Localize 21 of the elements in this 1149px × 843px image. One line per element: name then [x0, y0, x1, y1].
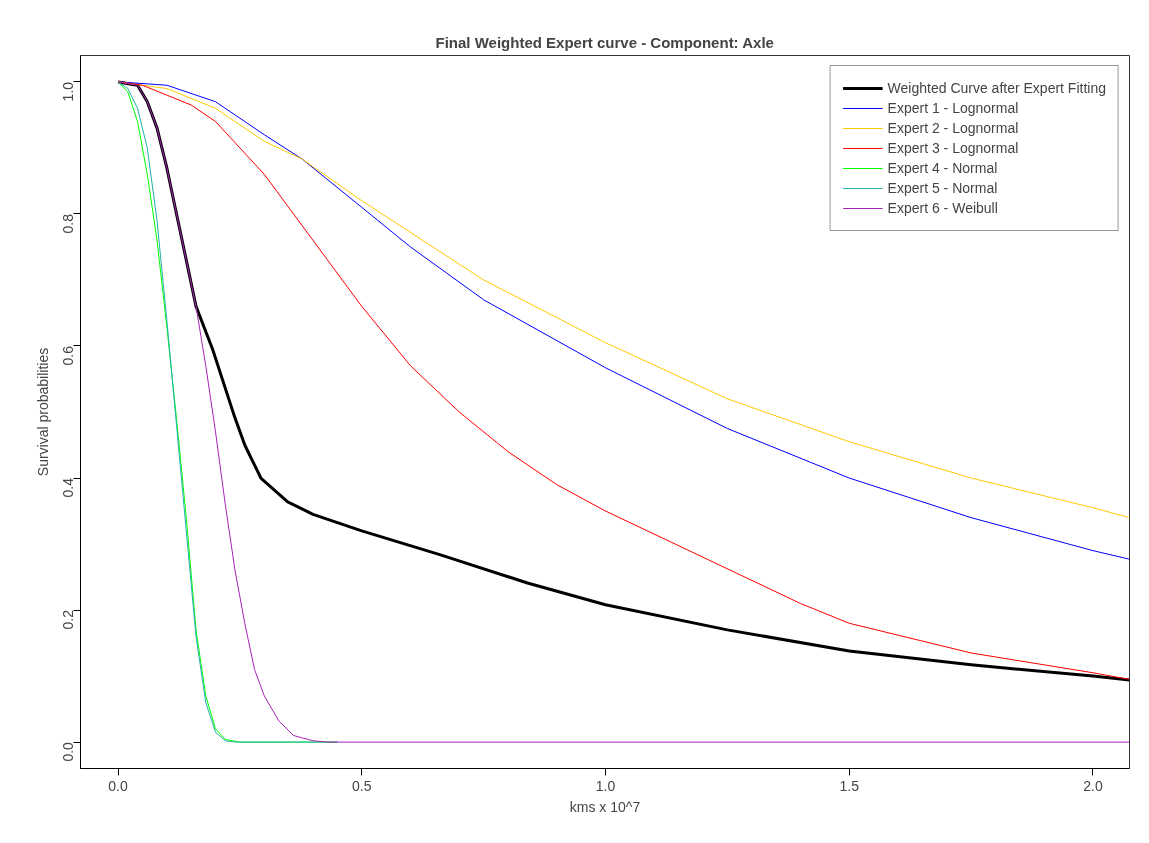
x-axis-title: kms x 10^7	[569, 798, 641, 815]
y-tick-label: 0.6	[60, 345, 77, 366]
x-tick-label: 0.5	[352, 777, 372, 794]
legend-label: Expert 1 - Lognormal	[887, 100, 1019, 116]
y-tick-label: 0.4	[60, 477, 77, 498]
y-tick-label: 0.8	[60, 213, 77, 234]
x-tick-label: 0.0	[108, 777, 128, 794]
y-tick-label: 1.0	[60, 81, 77, 102]
y-axis-title: Survival probabilities	[34, 347, 51, 477]
y-tick-label: 0.0	[60, 741, 77, 762]
legend-label: Expert 5 - Normal	[887, 180, 998, 196]
legend-label: Expert 2 - Lognormal	[887, 120, 1019, 136]
x-tick-label: 1.0	[595, 777, 616, 794]
x-tick-label: 1.5	[839, 777, 860, 794]
legend-label: Weighted Curve after Expert Fitting	[887, 80, 1106, 96]
legend-label: Expert 6 - Weibull	[887, 200, 998, 216]
legend-label: Expert 4 - Normal	[887, 160, 998, 176]
y-tick-label: 0.2	[60, 609, 77, 630]
legend-label: Expert 3 - Lognormal	[887, 140, 1019, 156]
chart-title: Final Weighted Expert curve - Component: Axle	[435, 33, 774, 51]
x-tick-label: 2.0	[1083, 777, 1103, 794]
